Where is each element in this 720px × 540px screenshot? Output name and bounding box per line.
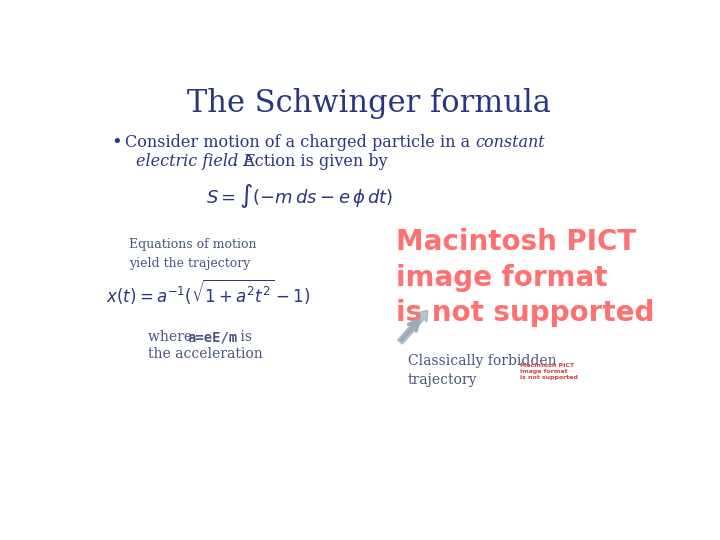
Text: constant: constant bbox=[475, 134, 545, 151]
Text: Macintosh PICT
image format
is not supported: Macintosh PICT image format is not suppo… bbox=[520, 363, 578, 380]
Text: is: is bbox=[235, 330, 252, 345]
Text: the acceleration: the acceleration bbox=[148, 347, 263, 361]
Text: The Schwinger formula: The Schwinger formula bbox=[187, 88, 551, 119]
Text: Classically forbidden
trajectory: Classically forbidden trajectory bbox=[408, 354, 557, 387]
Text: a=eE/m: a=eE/m bbox=[188, 330, 238, 345]
Text: $x(t) = a^{-1}(\sqrt{1 + a^2 t^2} - 1)$: $x(t) = a^{-1}(\sqrt{1 + a^2 t^2} - 1)$ bbox=[106, 276, 310, 306]
Text: . Action is given by: . Action is given by bbox=[233, 153, 388, 170]
Text: •: • bbox=[112, 134, 122, 152]
Text: $S = \int (-m\,ds - e\,\phi\,dt)$: $S = \int (-m\,ds - e\,\phi\,dt)$ bbox=[206, 182, 392, 210]
FancyArrow shape bbox=[397, 310, 428, 344]
Text: where: where bbox=[148, 330, 197, 345]
Text: Equations of motion
yield the trajectory: Equations of motion yield the trajectory bbox=[129, 238, 256, 270]
Text: Macintosh PICT
image format
is not supported: Macintosh PICT image format is not suppo… bbox=[396, 228, 654, 327]
Text: electric field E: electric field E bbox=[137, 153, 256, 170]
Text: Consider motion of a charged particle in a: Consider motion of a charged particle in… bbox=[125, 134, 475, 151]
